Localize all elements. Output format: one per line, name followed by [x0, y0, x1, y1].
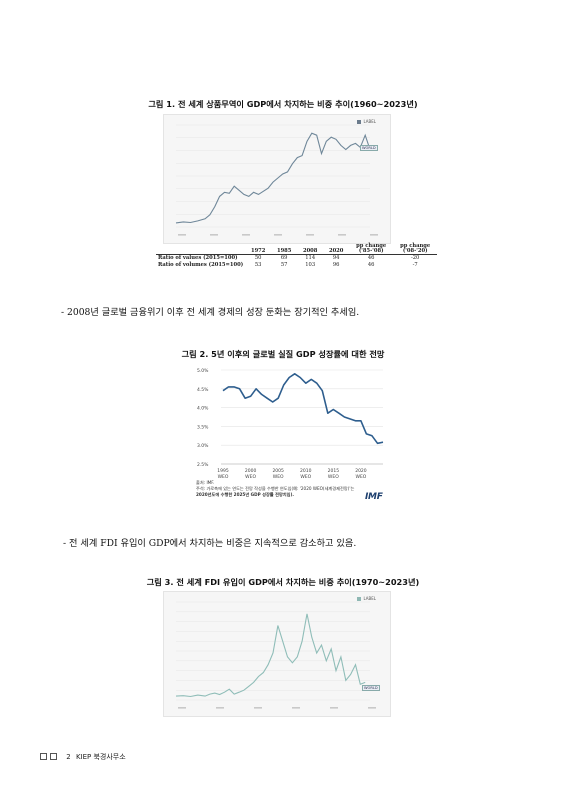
x-tick-mark [242, 234, 250, 236]
figure2-grid [221, 369, 383, 465]
figure3-badge: WORLD [362, 685, 380, 691]
table-header-pp1: pp change ('85-'08) [349, 243, 394, 255]
y-tick-label: 2.5% [197, 462, 209, 468]
x-tick-sublabel: WEO [273, 474, 284, 480]
x-tick-label: 2005 [272, 468, 284, 474]
footer-org: KIEP 북경사무소 [75, 753, 126, 761]
x-tick-label: 2020 [355, 468, 367, 474]
x-tick-label: 2010 [300, 468, 312, 474]
table-header-pp2: pp change ('08-'20) [393, 243, 438, 255]
x-tick-mark [368, 707, 376, 709]
figure3-series-line [175, 613, 366, 698]
figure1-series-line [175, 132, 371, 224]
figure3-chart: LABEL WORLD [163, 591, 391, 717]
x-tick-label: 2015 [328, 468, 340, 474]
y-tick-label: 4.0% [197, 406, 209, 412]
figure3-x-ticks [178, 707, 376, 709]
table-header-2020: 2020 [323, 244, 350, 255]
bullet-text-2: - 전 세계 FDI 유입이 GDP에서 차지하는 비중은 지속적으로 감소하고… [63, 538, 357, 549]
x-tick-mark [178, 234, 186, 236]
page-number: 2 [66, 753, 71, 761]
figure3-legend: LABEL [357, 596, 376, 601]
figure2-title: 그림 2. 5년 이후의 글로벌 실질 GDP 성장률에 대한 전망 [181, 349, 385, 359]
figure1-title: 그림 1. 전 세계 상품무역이 GDP에서 차지하는 비중 추이(1960~2… [148, 99, 418, 109]
figure2-y-labels: 5.0% 4.5% 4.0% 3.5% 3.0% 2.5% [197, 368, 209, 468]
figure2-plot: 5.0%4.5%4.0%3.5%3.0%2.5% 1995WEO2000WEO2… [197, 368, 384, 480]
figure2-source: 출처: IMF. 주석: 가로축에 있는 연도는 전망 작성을 수행한 연도임(… [196, 480, 355, 497]
table-header-row: 1972 1985 2008 2020 pp change ('85-'08) p… [156, 243, 438, 255]
table-header-1985: 1985 [271, 244, 298, 255]
table-header-2008: 2008 [297, 244, 324, 255]
x-tick-mark [274, 234, 282, 236]
x-tick-mark [254, 707, 262, 709]
x-tick-label: 1995 [217, 468, 229, 474]
x-tick-sublabel: WEO [245, 474, 256, 480]
figure2-series-line [222, 373, 384, 445]
figure3-grid [176, 601, 370, 701]
x-tick-mark [338, 234, 346, 236]
x-tick-mark [210, 234, 218, 236]
x-tick-mark [330, 707, 338, 709]
x-tick-mark [370, 234, 378, 236]
legend-swatch-icon [357, 120, 362, 124]
bullet-text-1: - 2008년 글로벌 금융위기 이후 전 세계 경제의 성장 둔화는 장기적인… [61, 307, 360, 318]
y-tick-label: 3.0% [197, 443, 209, 449]
legend-swatch-icon [357, 597, 362, 601]
x-tick-mark [292, 707, 300, 709]
x-tick-sublabel: WEO [356, 474, 367, 480]
x-tick-sublabel: WEO [300, 474, 311, 480]
figure3-title: 그림 3. 전 세계 FDI 유입이 GDP에서 차지하는 비중 추이(1970… [146, 577, 420, 587]
y-tick-label: 4.5% [197, 387, 209, 393]
x-tick-mark [178, 707, 186, 709]
figure3-plot [175, 601, 376, 709]
x-tick-label: 2000 [245, 468, 257, 474]
table-header-1972: 1972 [245, 244, 272, 255]
figure1-chart: LABEL WORLD [163, 114, 391, 244]
figure1-x-ticks [178, 234, 378, 236]
figure1-plot [175, 124, 378, 236]
square-bullet-icon [40, 752, 47, 760]
figure2-x-labels: 1995WEO2000WEO2005WEO2010WEO2015WEO2020W… [217, 468, 367, 480]
square-bullet-icon [50, 752, 57, 760]
page-footer: 2 KIEP 북경사무소 [40, 752, 126, 762]
x-tick-mark [216, 707, 224, 709]
x-tick-sublabel: WEO [218, 474, 229, 480]
y-tick-label: 3.5% [197, 424, 209, 430]
figure1-table: 1972 1985 2008 2020 pp change ('85-'08) p… [156, 243, 438, 269]
table-row: Ratio of values (2015=100) 50 69 114 94 … [158, 255, 420, 261]
figure1-grid [176, 124, 370, 228]
x-tick-sublabel: WEO [328, 474, 339, 480]
imf-logo: IMF [365, 492, 383, 502]
figure2-chart: 5.0% 4.5% 4.0% 3.5% 3.0% 2.5% 1995 WEO 2000 WEO 2… [193, 362, 391, 510]
figure1-legend: LABEL [357, 119, 376, 124]
figure1-badge: WORLD [360, 145, 378, 151]
table-row: Ratio of volumes (2015=100) 53 57 103 96… [158, 262, 418, 268]
y-tick-label: 5.0% [197, 368, 209, 374]
x-tick-mark [306, 234, 314, 236]
